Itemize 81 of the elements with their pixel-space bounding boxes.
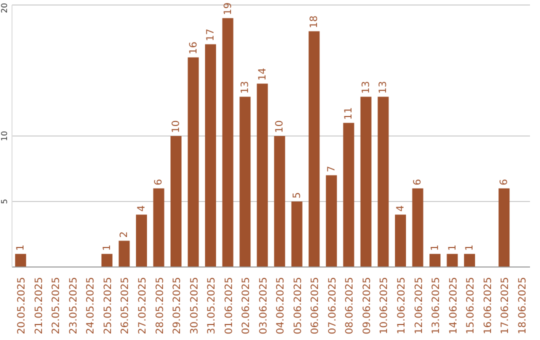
bar <box>360 96 372 267</box>
bar <box>136 214 147 267</box>
x-tick-label: 25.05.2025 <box>102 277 114 334</box>
x-tick-label: 17.06.2025 <box>500 277 512 334</box>
data-label: 4 <box>136 205 148 212</box>
bar <box>170 136 182 267</box>
x-tick-label: 31.05.2025 <box>206 277 218 334</box>
x-tick-label: 11.06.2025 <box>396 277 408 334</box>
bar <box>378 96 389 267</box>
bar <box>274 136 286 267</box>
data-label: 6 <box>499 179 510 186</box>
x-tick-label: 21.05.2025 <box>34 277 45 334</box>
data-label: 10 <box>171 120 182 133</box>
data-label: 2 <box>119 231 130 238</box>
x-tick-label: 04.06.2025 <box>276 277 287 334</box>
data-label: 1 <box>464 244 476 251</box>
x-tick-label: 12.06.2025 <box>414 277 425 334</box>
bar <box>464 254 476 267</box>
bar <box>101 254 112 267</box>
bar <box>446 254 458 267</box>
data-label: 5 <box>292 192 303 198</box>
x-tick-label: 01.06.2025 <box>224 277 235 334</box>
bar <box>153 188 164 267</box>
bar <box>222 18 234 267</box>
x-tick-label: 30.05.2025 <box>189 277 200 334</box>
bar <box>118 240 130 267</box>
data-label: 1 <box>16 244 27 251</box>
bar <box>15 254 26 267</box>
data-label: 17 <box>206 28 217 42</box>
data-label: 1 <box>102 244 113 251</box>
data-label: 11 <box>344 107 355 120</box>
x-tick-label: 10.06.2025 <box>379 277 390 334</box>
data-label: 6 <box>154 179 165 186</box>
data-label: 18 <box>309 15 320 28</box>
data-label: 16 <box>188 42 200 54</box>
x-tick-label: 09.06.2025 <box>362 277 373 334</box>
x-tick-label: 18.06.2025 <box>517 277 528 334</box>
y-tick-label: 20 <box>0 2 9 14</box>
bar <box>188 57 199 267</box>
bar <box>343 122 354 267</box>
x-tick-label: 02.06.2025 <box>241 277 252 334</box>
data-label: 1 <box>447 244 458 251</box>
data-label: 10 <box>274 120 286 133</box>
data-label: 1 <box>430 244 442 251</box>
data-label: 19 <box>222 2 234 16</box>
x-tick-label: 15.06.2025 <box>466 277 477 334</box>
bar <box>240 96 251 267</box>
bar <box>430 254 441 267</box>
x-tick-label: 28.05.2025 <box>154 277 166 334</box>
x-tick-label: 08.06.2025 <box>344 277 356 334</box>
bar <box>205 44 216 267</box>
bar <box>326 175 337 267</box>
bar <box>256 84 268 267</box>
bar <box>498 188 510 267</box>
y-tick-label: 10 <box>0 130 9 142</box>
x-tick-label: 29.05.2025 <box>172 277 184 334</box>
x-tick-label: 06.06.2025 <box>310 277 322 334</box>
x-tick-label: 24.05.2025 <box>86 277 97 334</box>
x-tick-label: 27.05.2025 <box>138 277 148 334</box>
x-tick-label: 05.06.2025 <box>292 277 304 334</box>
x-tick-label: 16.06.2025 <box>482 277 494 334</box>
x-tick-label: 26.05.2025 <box>120 277 132 334</box>
x-tick-label: 07.06.2025 <box>327 277 338 334</box>
data-label: 4 <box>395 205 406 212</box>
bar <box>308 31 320 267</box>
x-tick-label: 14.06.2025 <box>448 277 460 334</box>
data-label: 13 <box>360 80 372 94</box>
x-tick-label: 22.05.2025 <box>51 277 62 334</box>
data-label: 13 <box>240 80 252 94</box>
data-label: 14 <box>257 68 268 81</box>
bar <box>412 188 424 267</box>
bar <box>291 202 302 267</box>
x-tick-label: 13.06.2025 <box>431 277 442 334</box>
x-tick-label: 23.05.2025 <box>68 277 80 334</box>
data-label: 13 <box>378 80 390 94</box>
y-tick-label: 5 <box>0 198 9 204</box>
x-tick-label: 03.06.2025 <box>258 277 270 334</box>
data-label: 7 <box>326 166 338 172</box>
x-tick-label: 20.05.2025 <box>16 277 28 334</box>
bar <box>394 214 406 267</box>
data-label: 6 <box>412 179 424 186</box>
